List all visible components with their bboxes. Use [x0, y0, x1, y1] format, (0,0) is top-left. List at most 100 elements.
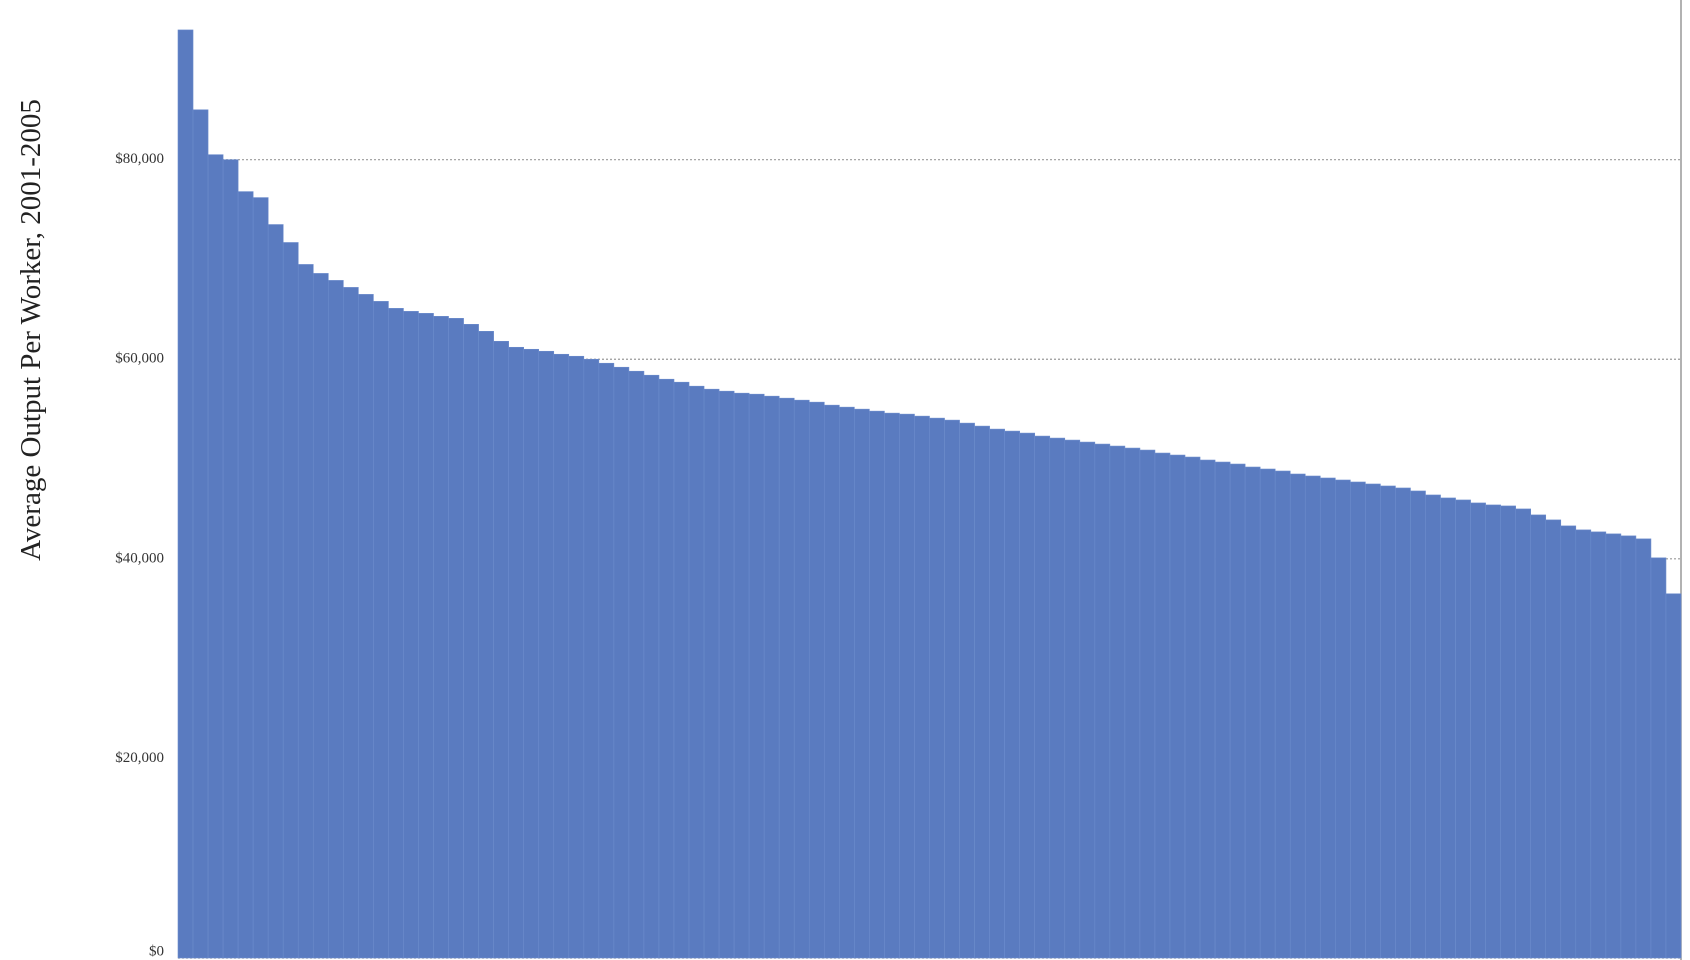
- bar: [613, 366, 630, 959]
- bar: [808, 401, 825, 959]
- bar: [1139, 449, 1156, 959]
- bar: [1590, 531, 1607, 959]
- bar: [1034, 435, 1051, 959]
- bar: [267, 224, 284, 959]
- bar: [1350, 481, 1366, 959]
- bar: [478, 331, 494, 959]
- bar: [1335, 479, 1351, 959]
- bar: [508, 346, 524, 959]
- bar: [914, 415, 930, 959]
- bar: [1019, 432, 1036, 959]
- bar: [1169, 454, 1186, 959]
- bar: [1530, 514, 1547, 959]
- bar: [1184, 456, 1201, 959]
- bar: [553, 353, 570, 959]
- bar: [373, 301, 389, 959]
- bar: [778, 397, 795, 959]
- bar: [1485, 504, 1501, 959]
- bar: [1154, 452, 1171, 959]
- bar: [1440, 497, 1456, 959]
- bar: [1605, 533, 1622, 959]
- bar: [1410, 490, 1426, 959]
- bar: [944, 419, 960, 959]
- bar: [1199, 459, 1216, 959]
- bar: [1365, 483, 1381, 959]
- bar: [673, 381, 690, 959]
- bar: [974, 425, 990, 959]
- bar: [343, 287, 359, 959]
- bar: [448, 318, 464, 959]
- bar: [177, 29, 194, 959]
- bar: [523, 348, 540, 959]
- bar: [1244, 466, 1261, 959]
- bar: [327, 280, 344, 959]
- bar: [1395, 487, 1411, 959]
- bar: [297, 264, 314, 959]
- bar: [899, 413, 915, 959]
- bar: [192, 109, 209, 959]
- bar: [1380, 485, 1396, 959]
- bar: [763, 395, 780, 959]
- bar: [282, 242, 299, 959]
- bar: [1259, 468, 1276, 959]
- bar: [1635, 538, 1652, 959]
- bar: [403, 311, 419, 959]
- bar: [583, 358, 600, 959]
- bar: [1214, 461, 1231, 959]
- bar: [1620, 535, 1637, 959]
- bar: [823, 404, 840, 959]
- bar: [1500, 505, 1516, 959]
- bar: [1004, 430, 1020, 959]
- y-tick-label: $20,000: [115, 750, 164, 766]
- bar: [1274, 470, 1291, 959]
- bar: [1560, 525, 1577, 959]
- bar: [1470, 502, 1486, 959]
- bar: [1515, 508, 1532, 959]
- bar: [237, 191, 254, 959]
- bar: [854, 408, 870, 959]
- bar: [643, 374, 660, 959]
- bar: [433, 316, 449, 959]
- bar: [493, 340, 509, 959]
- bar: [658, 378, 675, 959]
- bar: [1665, 593, 1682, 959]
- y-tick-label: $80,000: [115, 151, 164, 167]
- bar: [1064, 439, 1081, 959]
- y-tick-label: $0: [149, 943, 164, 959]
- bar: [312, 273, 329, 959]
- bar: [869, 410, 885, 959]
- bar: [463, 324, 479, 959]
- bar: [1289, 473, 1306, 959]
- bar: [1545, 519, 1562, 959]
- bar: [538, 350, 555, 959]
- bar: [1229, 463, 1246, 959]
- bar: [1304, 475, 1321, 959]
- bar: [929, 417, 945, 959]
- bar: [628, 370, 645, 959]
- bar: [358, 294, 374, 959]
- bar: [207, 154, 224, 959]
- bar: [884, 412, 900, 959]
- bar: [1575, 529, 1592, 959]
- y-tick-label: $40,000: [115, 550, 164, 566]
- bar: [748, 393, 765, 959]
- bar: [418, 313, 434, 959]
- bar: [989, 428, 1005, 959]
- bar: [568, 355, 585, 959]
- bar: [718, 390, 735, 959]
- bar: [1650, 557, 1667, 959]
- bar: [1319, 477, 1336, 959]
- bar: [793, 399, 810, 959]
- bar: [388, 308, 404, 959]
- bar: [1124, 447, 1141, 959]
- bar: [1109, 445, 1126, 959]
- bar: [1455, 499, 1471, 959]
- bar: [839, 406, 855, 959]
- bar: [252, 197, 269, 959]
- bar: [1049, 437, 1066, 959]
- bar: [1079, 441, 1096, 959]
- y-axis-title: Average Output Per Worker, 2001-2005: [15, 99, 47, 561]
- bar: [703, 388, 720, 959]
- y-tick-label: $60,000: [115, 351, 164, 367]
